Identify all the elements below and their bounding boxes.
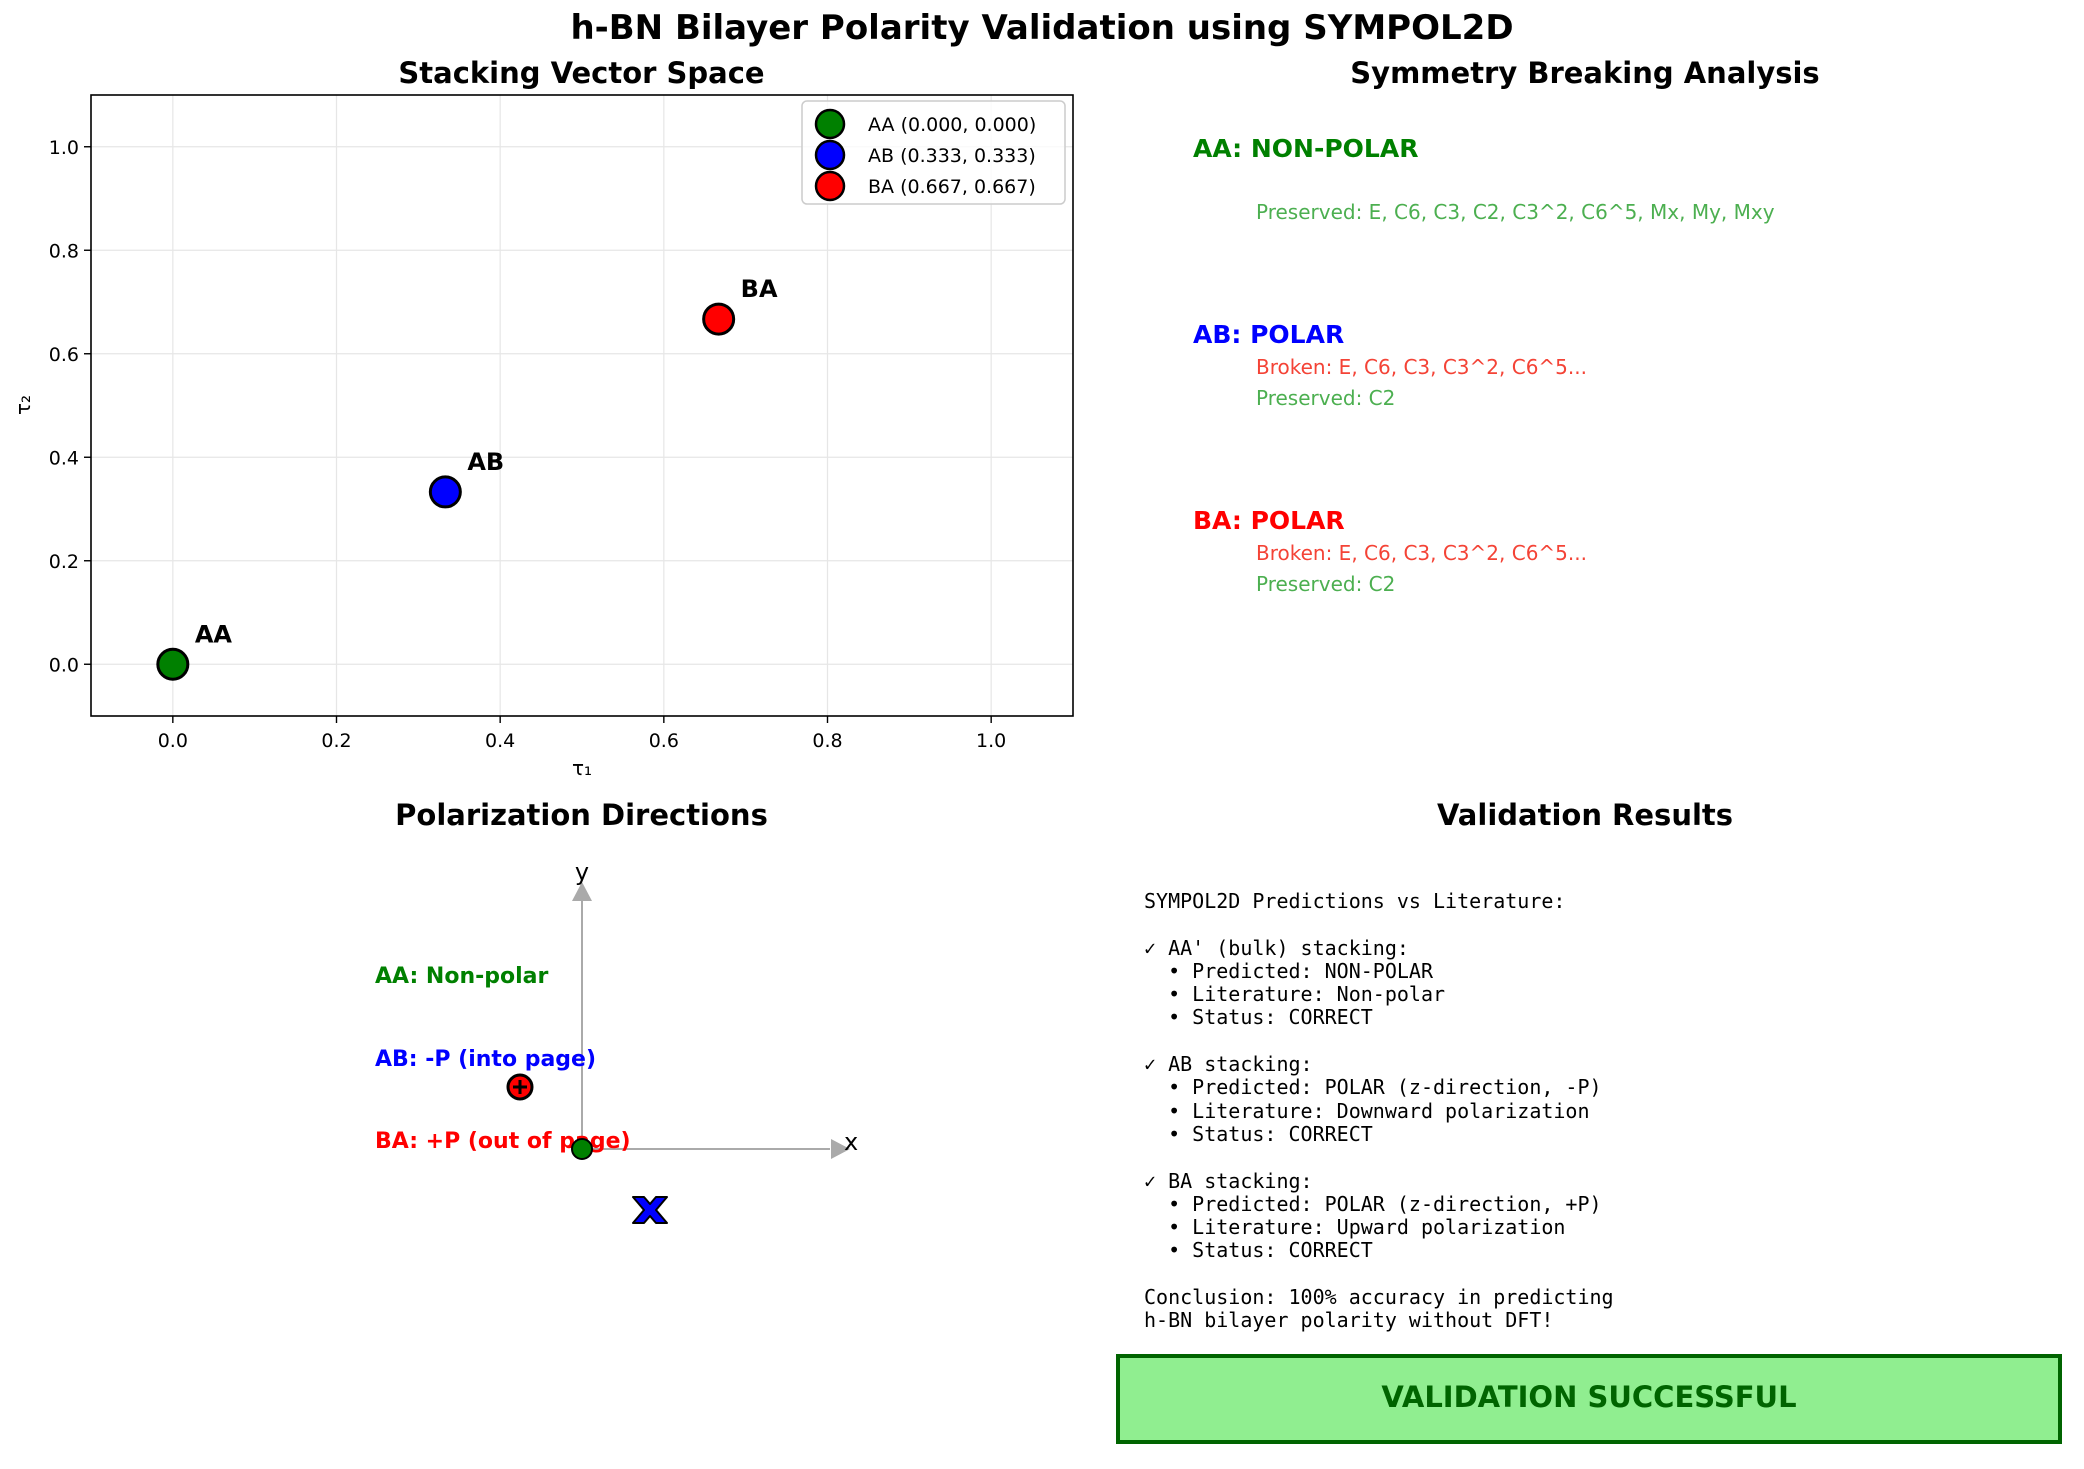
aa-polarization-label: AA: Non-polar bbox=[375, 964, 548, 989]
ba-broken-ops: Broken: E, C6, C3, C3^2, C6^5... bbox=[1256, 541, 1587, 565]
scatter-x-ticks: 0.0 0.2 0.4 0.6 0.8 1.0 bbox=[158, 716, 1006, 752]
validation-line: ✓ AB stacking: bbox=[1144, 1052, 1313, 1077]
x-tick-label: 0.6 bbox=[649, 730, 679, 752]
y-arrowhead bbox=[572, 882, 592, 901]
scatter-y-label: τ₂ bbox=[11, 395, 35, 415]
point-ab bbox=[428, 475, 462, 509]
ab-symmetry-heading: AB: POLAR bbox=[1193, 320, 1345, 349]
legend-entry: AA (0.000, 0.000) bbox=[868, 114, 1036, 136]
scatter-points: AA AB BA bbox=[156, 275, 778, 681]
point-label-ba: BA bbox=[741, 275, 778, 303]
ab-polarization-label: AB: -P (into page) bbox=[375, 1047, 596, 1072]
x-arrowhead bbox=[831, 1139, 850, 1159]
x-tick-label: 1.0 bbox=[976, 730, 1006, 752]
validation-line: h-BN bilayer polarity without DFT! bbox=[1144, 1308, 1554, 1333]
y-tick-label: 0.4 bbox=[49, 447, 79, 469]
validation-line bbox=[1144, 1030, 1614, 1053]
scatter-y-ticks: 0.0 0.2 0.4 0.6 0.8 1.0 bbox=[49, 137, 91, 676]
validation-line: SYMPOL2D Predictions vs Literature: bbox=[1144, 889, 1566, 913]
validation-line: • Predicted: POLAR (z-direction, +P) bbox=[1144, 1191, 1602, 1216]
validation-line: • Literature: Upward polarization bbox=[1144, 1215, 1566, 1240]
y-tick-label: 1.0 bbox=[49, 137, 79, 159]
x-axis-label: x bbox=[844, 1128, 858, 1156]
polarization-diagram: y x AA: Non-polar AB: -P (into page) BA:… bbox=[375, 858, 858, 1224]
validation-banner-text: VALIDATION SUCCESSFUL bbox=[1381, 1380, 1797, 1414]
validation-line: ✓ AA' (bulk) stacking: bbox=[1144, 935, 1409, 960]
legend-marker bbox=[814, 108, 846, 140]
validation-line bbox=[1144, 1263, 1614, 1286]
aa-nonpolar-marker bbox=[571, 1138, 593, 1160]
y-tick-label: 0.6 bbox=[49, 344, 79, 366]
validation-line: Conclusion: 100% accuracy in predicting bbox=[1144, 1285, 1614, 1310]
validation-line: • Predicted: NON-POLAR bbox=[1144, 958, 1433, 983]
validation-results-text: SYMPOL2D Predictions vs Literature: ✓ AA… bbox=[1144, 889, 1614, 1333]
x-tick-label: 0.0 bbox=[158, 730, 188, 752]
validation-line: • Predicted: POLAR (z-direction, -P) bbox=[1144, 1075, 1602, 1100]
scatter-legend: AA (0.000, 0.000) AB (0.333, 0.333) BA (0.… bbox=[801, 100, 1066, 205]
validation-banner: VALIDATION SUCCESSFUL bbox=[1116, 1354, 2062, 1444]
ab-into-page-marker bbox=[632, 1196, 668, 1224]
legend-entry: BA (0.667, 0.667) bbox=[868, 176, 1036, 198]
stacking-vector-scatter: 0.0 0.2 0.4 0.6 0.8 1.0 0.0 0.2 0.4 0.6 0.8 1.0 AA… bbox=[11, 94, 1074, 780]
figure-title: h-BN Bilayer Polarity Validation using S… bbox=[570, 8, 1514, 48]
validation-title: Validation Results bbox=[1436, 798, 1734, 832]
symmetry-title: Symmetry Breaking Analysis bbox=[1350, 56, 1820, 90]
point-aa bbox=[156, 647, 190, 681]
y-tick-label: 0.0 bbox=[49, 654, 79, 676]
validation-line: • Status: CORRECT bbox=[1144, 1121, 1373, 1146]
legend-marker bbox=[814, 139, 846, 171]
scatter-x-label: τ₁ bbox=[572, 756, 592, 780]
validation-line: • Literature: Downward polarization bbox=[1144, 1098, 1590, 1123]
scatter-plot-frame bbox=[90, 94, 1074, 717]
validation-line bbox=[1144, 913, 1614, 936]
x-tick-label: 0.8 bbox=[812, 730, 842, 752]
validation-line: • Status: CORRECT bbox=[1144, 1005, 1373, 1030]
point-ba bbox=[702, 302, 736, 336]
ab-broken-ops: Broken: E, C6, C3, C3^2, C6^5... bbox=[1256, 355, 1587, 379]
aa-preserved-ops: Preserved: E, C6, C3, C2, C3^2, C6^5, Mx… bbox=[1256, 200, 1775, 224]
validation-line: ✓ BA stacking: bbox=[1144, 1168, 1313, 1193]
ab-preserved-ops: Preserved: C2 bbox=[1256, 386, 1396, 410]
scatter-title: Stacking Vector Space bbox=[398, 56, 765, 90]
point-label-ab: AB bbox=[467, 448, 504, 476]
ba-symmetry-heading: BA: POLAR bbox=[1193, 506, 1345, 535]
legend-entry: AB (0.333, 0.333) bbox=[868, 145, 1036, 167]
y-axis-label: y bbox=[575, 858, 589, 886]
x-tick-label: 0.2 bbox=[321, 730, 351, 752]
validation-line: • Literature: Non-polar bbox=[1144, 982, 1446, 1007]
y-tick-label: 0.8 bbox=[49, 240, 79, 262]
ba-out-of-page-marker bbox=[506, 1073, 534, 1101]
x-tick-label: 0.4 bbox=[485, 730, 515, 752]
legend-marker bbox=[814, 170, 846, 202]
validation-line bbox=[1144, 1146, 1614, 1169]
y-tick-label: 0.2 bbox=[49, 551, 79, 573]
validation-line: • Status: CORRECT bbox=[1144, 1238, 1373, 1263]
aa-symmetry-heading: AA: NON-POLAR bbox=[1193, 134, 1419, 163]
polarization-title: Polarization Directions bbox=[395, 798, 768, 832]
ba-preserved-ops: Preserved: C2 bbox=[1256, 572, 1396, 596]
point-label-aa: AA bbox=[195, 620, 233, 648]
